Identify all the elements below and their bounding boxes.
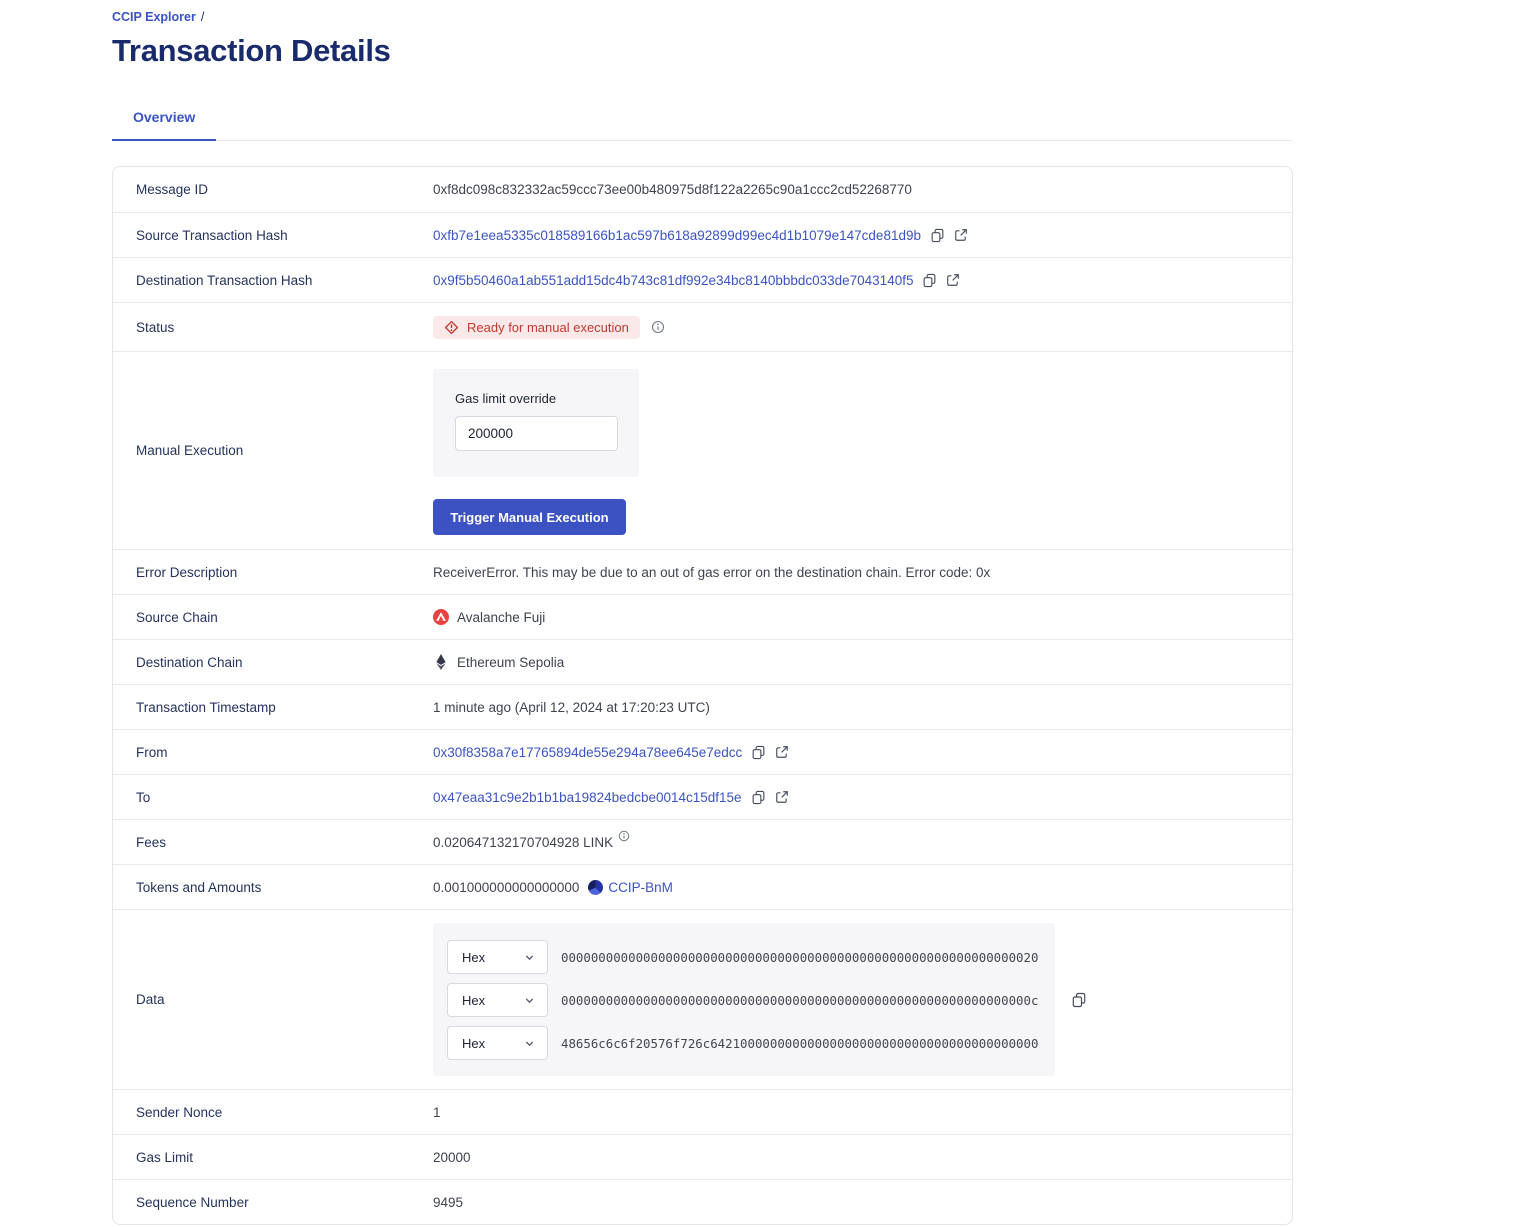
external-link-icon[interactable] — [775, 790, 789, 804]
message-id-value: 0xf8dc098c832332ac59ccc73ee00b480975d8f1… — [433, 182, 912, 197]
row-error-description: Error Description ReceiverError. This ma… — [113, 549, 1292, 594]
copy-icon[interactable] — [1071, 992, 1087, 1008]
data-format-value: Hex — [462, 949, 486, 965]
row-manual-execution: Manual Execution Gas limit override Trig… — [113, 351, 1292, 549]
row-fees: Fees 0.020647132170704928 LINK — [113, 819, 1292, 864]
breadcrumb-separator: / — [200, 10, 205, 24]
row-gas-limit: Gas Limit 20000 — [113, 1134, 1292, 1179]
from-address-link[interactable]: 0x30f8358a7e17765894de55e294a78ee645e7ed… — [433, 744, 743, 760]
field-label: To — [136, 789, 151, 805]
destination-chain-name: Ethereum Sepolia — [457, 654, 565, 670]
data-hex-line: 48656c6c6f20576f726c64210000000000000000… — [561, 1035, 1039, 1051]
trigger-manual-execution-button[interactable]: Trigger Manual Execution — [433, 499, 626, 535]
row-data: Data Hex 0000000000000000000000000000000… — [113, 909, 1292, 1089]
row-tokens-and-amounts: Tokens and Amounts 0.001000000000000000 … — [113, 864, 1292, 909]
info-icon[interactable] — [618, 830, 630, 842]
ccip-bnm-token-icon — [588, 879, 604, 895]
row-status: Status Ready for manual execution — [113, 302, 1292, 351]
data-format-value: Hex — [462, 992, 486, 1008]
field-label: Message ID — [136, 182, 209, 197]
data-hex-line: 0000000000000000000000000000000000000000… — [561, 992, 1039, 1008]
avalanche-icon — [433, 609, 449, 625]
row-sequence-number: Sequence Number 9495 — [113, 1179, 1292, 1224]
timestamp-value: 1 minute ago (April 12, 2024 at 17:20:23… — [433, 699, 710, 715]
status-badge-label: Ready for manual execution — [467, 319, 629, 335]
destination-tx-hash-link[interactable]: 0x9f5b50460a1ab551add15dc4b743c81df992e3… — [433, 272, 914, 288]
external-link-icon[interactable] — [775, 745, 789, 759]
field-label: Tokens and Amounts — [136, 879, 262, 895]
row-transaction-timestamp: Transaction Timestamp 1 minute ago (Apri… — [113, 684, 1292, 729]
source-chain-name: Avalanche Fuji — [457, 609, 546, 625]
page-container: CCIP Explorer / Transaction Details Overv… — [112, 0, 1293, 1225]
copy-icon[interactable] — [751, 745, 766, 760]
fees-value: 0.020647132170704928 LINK — [433, 834, 614, 850]
data-format-select[interactable]: Hex — [447, 940, 548, 974]
gas-limit-value: 20000 — [433, 1149, 471, 1165]
chevron-down-icon — [524, 952, 535, 963]
ethereum-icon — [433, 654, 449, 670]
external-link-icon[interactable] — [954, 228, 968, 242]
field-label: Sequence Number — [136, 1194, 249, 1210]
row-destination-chain: Destination Chain Ethereum Sepolia — [113, 639, 1292, 684]
token-amount: 0.001000000000000000 — [433, 879, 580, 895]
source-tx-hash-link[interactable]: 0xfb7e1eea5335c018589166b1ac597b618a9289… — [433, 227, 921, 243]
sender-nonce-value: 1 — [433, 1104, 441, 1120]
field-label: Destination Chain — [136, 654, 243, 670]
field-label: Transaction Timestamp — [136, 699, 276, 715]
external-link-icon[interactable] — [946, 273, 960, 287]
info-icon[interactable] — [651, 320, 665, 334]
field-label: Error Description — [136, 564, 238, 580]
diamond-alert-icon — [444, 320, 459, 335]
row-destination-transaction-hash: Destination Transaction Hash 0x9f5b50460… — [113, 257, 1292, 302]
chevron-down-icon — [524, 1038, 535, 1049]
data-hex-line: 0000000000000000000000000000000000000000… — [561, 949, 1039, 965]
copy-icon[interactable] — [930, 228, 945, 243]
sequence-number-value: 9495 — [433, 1194, 464, 1210]
row-to: To 0x47eaa31c9e2b1b1ba19824bedcbe0014c15… — [113, 774, 1292, 819]
copy-icon[interactable] — [751, 790, 766, 805]
error-description-value: ReceiverError. This may be due to an out… — [433, 564, 991, 580]
page-title: Transaction Details — [112, 33, 391, 68]
tab-overview[interactable]: Overview — [112, 109, 217, 141]
field-label: Status — [136, 319, 175, 335]
breadcrumb-link-ccip-explorer[interactable]: CCIP Explorer — [112, 10, 196, 24]
tab-bar: Overview — [112, 109, 1293, 141]
chevron-down-icon — [524, 995, 535, 1006]
gas-limit-override-panel: Gas limit override — [433, 369, 639, 477]
token-link[interactable]: CCIP-BnM — [608, 879, 673, 895]
status-badge: Ready for manual execution — [433, 315, 640, 339]
data-line: Hex 48656c6c6f20576f726c6421000000000000… — [447, 1026, 1055, 1060]
row-from: From 0x30f8358a7e17765894de55e294a78ee64… — [113, 729, 1292, 774]
transaction-details-table: Message ID 0xf8dc098c832332ac59ccc73ee00… — [112, 166, 1293, 1225]
field-label: Destination Transaction Hash — [136, 272, 313, 288]
field-label: Manual Execution — [136, 443, 244, 458]
field-label: Gas Limit — [136, 1149, 194, 1165]
data-format-select[interactable]: Hex — [447, 983, 548, 1017]
field-label: Sender Nonce — [136, 1104, 223, 1120]
breadcrumb: CCIP Explorer / — [112, 10, 1293, 24]
row-source-transaction-hash: Source Transaction Hash 0xfb7e1eea5335c0… — [113, 212, 1292, 257]
row-message-id: Message ID 0xf8dc098c832332ac59ccc73ee00… — [113, 167, 1292, 212]
field-label: Data — [136, 992, 165, 1007]
data-hex-panel: Hex 000000000000000000000000000000000000… — [433, 923, 1055, 1076]
field-label: From — [136, 744, 168, 760]
row-sender-nonce: Sender Nonce 1 — [113, 1089, 1292, 1134]
copy-icon[interactable] — [922, 273, 937, 288]
to-address-link[interactable]: 0x47eaa31c9e2b1b1ba19824bedcbe0014c15df1… — [433, 789, 742, 805]
row-source-chain: Source Chain Avalanche Fuji — [113, 594, 1292, 639]
data-format-value: Hex — [462, 1035, 486, 1051]
field-label: Source Transaction Hash — [136, 227, 288, 243]
field-label: Source Chain — [136, 609, 218, 625]
gas-limit-override-label: Gas limit override — [455, 391, 557, 406]
field-label: Fees — [136, 834, 167, 850]
data-line: Hex 000000000000000000000000000000000000… — [447, 940, 1055, 974]
data-line: Hex 000000000000000000000000000000000000… — [447, 983, 1055, 1017]
data-format-select[interactable]: Hex — [447, 1026, 548, 1060]
gas-limit-override-input[interactable] — [455, 416, 618, 451]
